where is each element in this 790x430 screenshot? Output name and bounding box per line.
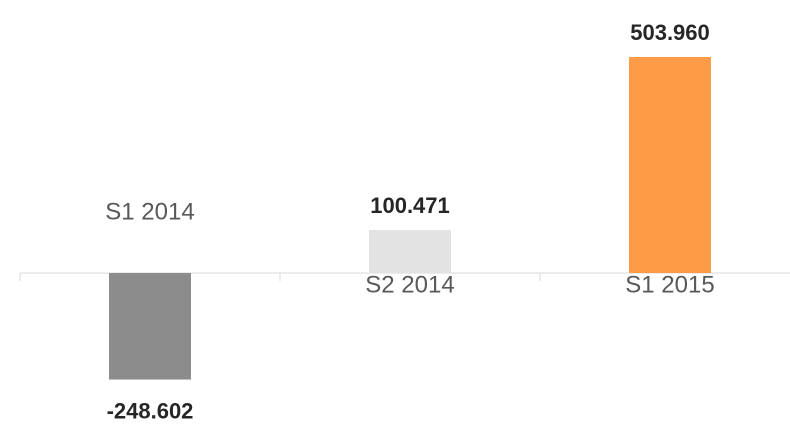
category-label: S2 2014: [365, 271, 454, 298]
category-label: S1 2015: [625, 271, 714, 298]
value-label: -248.602: [107, 398, 194, 423]
bar: [629, 57, 711, 273]
value-label: 503.960: [630, 20, 710, 45]
value-label: 100.471: [370, 193, 450, 218]
bar: [369, 229, 451, 273]
bar: [109, 273, 191, 380]
category-label: S1 2014: [105, 198, 194, 225]
